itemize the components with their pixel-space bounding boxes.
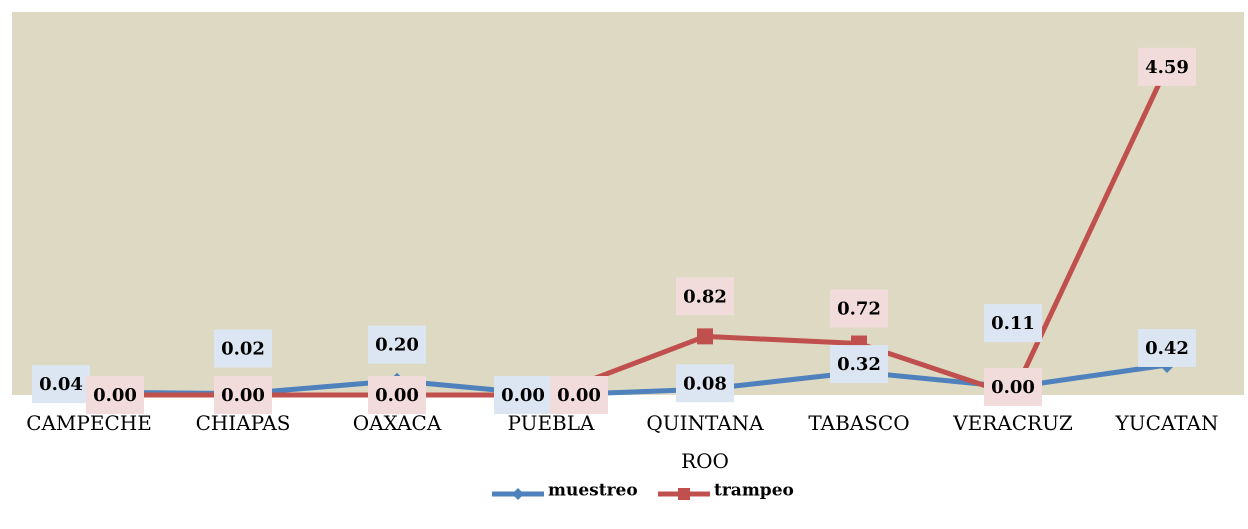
data-label-text-trampeo-3: 0.00 xyxy=(557,385,601,406)
data-label-trampeo-3: 0.00 xyxy=(550,376,608,414)
marker-trampeo-4 xyxy=(697,328,713,345)
x-tick-label-0: CAMPECHE xyxy=(26,411,152,435)
data-label-muestreo-3: 0.00 xyxy=(494,376,552,414)
data-label-text-muestreo-0: 0.04 xyxy=(39,374,83,395)
data-label-text-trampeo-0: 0.00 xyxy=(93,385,137,406)
x-tick-label-7: YUCATAN xyxy=(1115,411,1219,435)
x-tick-label-4: QUINTANA ROO xyxy=(646,411,764,473)
data-label-trampeo-7: 4.59 xyxy=(1138,47,1196,86)
data-labels: 0.04 0.02 0.20 0.00 0.08 0.32 0.11 0.42 0.00 0.00… xyxy=(32,47,1196,414)
data-label-text-trampeo-4: 0.82 xyxy=(683,286,727,307)
data-label-text-muestreo-6: 0.11 xyxy=(991,313,1035,334)
data-label-muestreo-0: 0.04 xyxy=(32,365,90,404)
x-axis-tick-labels: CAMPECHE CHIAPAS OAXACA PUEBLA QUINTANA ROO TA… xyxy=(26,411,1218,473)
data-label-trampeo-6: 0.00 xyxy=(984,368,1042,406)
x-tick-label-2: OAXACA xyxy=(353,411,442,435)
data-label-trampeo-2: 0.00 xyxy=(368,376,426,414)
legend: muestreo trampeo xyxy=(492,481,794,501)
data-label-trampeo-1: 0.00 xyxy=(214,376,272,414)
x-tick-label-5: TABASCO xyxy=(808,411,909,435)
data-label-text-muestreo-5: 0.32 xyxy=(837,354,881,375)
data-label-trampeo-4: 0.82 xyxy=(676,277,734,316)
legend-diamond-marker xyxy=(512,488,524,500)
data-label-muestreo-4: 0.08 xyxy=(676,364,734,403)
data-label-text-muestreo-7: 0.42 xyxy=(1145,338,1189,359)
data-label-text-muestreo-4: 0.08 xyxy=(683,373,727,394)
data-label-text-muestreo-1: 0.02 xyxy=(221,339,265,360)
data-label-text-muestreo-2: 0.20 xyxy=(375,335,419,356)
plot-area xyxy=(12,12,1244,395)
legend-square-marker xyxy=(678,488,690,500)
data-label-text-trampeo-7: 4.59 xyxy=(1145,57,1189,78)
legend-item-muestreo: muestreo xyxy=(492,481,638,501)
legend-label-muestreo: muestreo xyxy=(548,481,638,501)
data-label-text-trampeo-1: 0.00 xyxy=(221,385,265,406)
data-label-text-trampeo-6: 0.00 xyxy=(991,377,1035,398)
data-label-trampeo-0: 0.00 xyxy=(86,376,144,414)
data-label-muestreo-7: 0.42 xyxy=(1138,328,1196,367)
data-label-trampeo-5: 0.72 xyxy=(830,289,888,328)
x-tick-label-6: VERACRUZ xyxy=(952,411,1073,435)
x-tick-label-3: PUEBLA xyxy=(508,411,596,435)
data-label-text-trampeo-5: 0.72 xyxy=(837,299,881,320)
data-label-muestreo-2: 0.20 xyxy=(368,325,426,364)
legend-label-trampeo: trampeo xyxy=(714,481,794,501)
x-tick-label-1: CHIAPAS xyxy=(196,411,291,435)
legend-item-trampeo: trampeo xyxy=(658,481,794,501)
data-label-muestreo-1: 0.02 xyxy=(214,329,272,368)
data-label-text-trampeo-2: 0.00 xyxy=(375,385,419,406)
data-label-muestreo-5: 0.32 xyxy=(830,345,888,384)
data-label-muestreo-6: 0.11 xyxy=(984,304,1042,343)
data-label-text-muestreo-3: 0.00 xyxy=(501,385,545,406)
